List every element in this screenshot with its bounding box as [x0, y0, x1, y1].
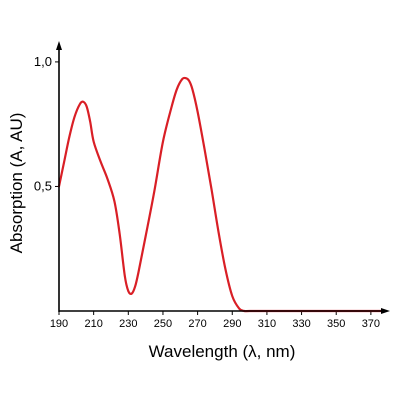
x-tick-label: 370 — [362, 318, 380, 330]
x-tick-label: 250 — [154, 318, 172, 330]
x-tick-label: 290 — [223, 318, 241, 330]
x-tick-label: 270 — [188, 318, 206, 330]
x-axis-title: Wavelength (λ, nm) — [149, 342, 296, 361]
x-tick-label: 190 — [50, 318, 68, 330]
x-axis-arrow — [381, 308, 390, 314]
x-tick-label: 330 — [292, 318, 310, 330]
y-axis-arrow — [56, 41, 62, 50]
ticks-group: 190 210 230 250 270 290 310 330 350 370 0,5 1,0 — [34, 54, 380, 330]
y-tick-label: 0,5 — [34, 178, 52, 193]
y-tick-label: 1,0 — [34, 54, 52, 69]
x-tick-label: 210 — [84, 318, 102, 330]
y-axis-title: Absorption (A, AU) — [7, 113, 26, 254]
absorption-series-line — [57, 76, 385, 313]
x-tick-label: 350 — [327, 318, 345, 330]
x-tick-label: 310 — [258, 318, 276, 330]
x-tick-label: 230 — [119, 318, 137, 330]
